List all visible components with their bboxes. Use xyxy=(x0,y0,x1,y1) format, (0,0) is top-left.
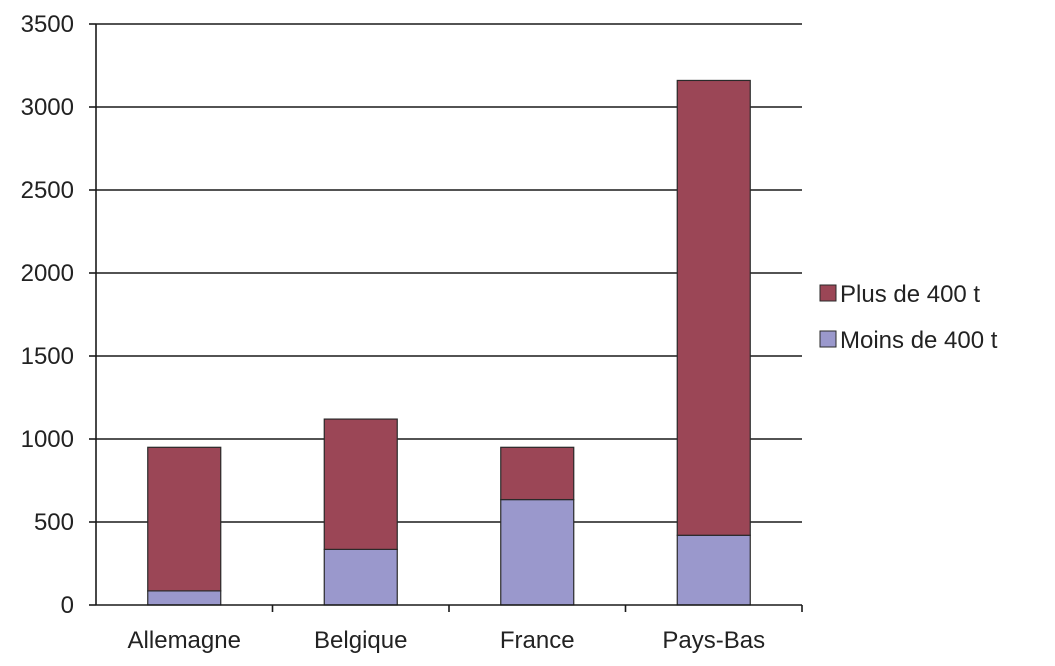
bar-segment-plus-de-400t-belgique xyxy=(323,418,398,550)
bar-segment-plus-de-400t-france xyxy=(500,446,575,501)
bars xyxy=(147,79,751,606)
bar-segment-moins-de-400t-belgique xyxy=(323,548,398,606)
bar-segment-plus-de-400t-allemagne xyxy=(147,446,222,592)
legend-label: Plus de 400 t xyxy=(840,281,980,308)
y-tick-label: 2500 xyxy=(21,177,74,204)
y-tick-label: 1000 xyxy=(21,426,74,453)
y-tick-label: 3000 xyxy=(21,94,74,121)
y-tick-labels: 0 500 1000 1500 2000 2500 3000 3500 xyxy=(21,11,74,619)
y-tick-label: 500 xyxy=(34,509,74,536)
bar-segment-plus-de-400t-pays-bas xyxy=(676,79,751,536)
y-tick-label: 1500 xyxy=(21,343,74,370)
legend-swatch xyxy=(819,330,837,348)
x-tick-label: Allemagne xyxy=(128,627,241,654)
x-tick-label: France xyxy=(500,627,575,654)
gridlines xyxy=(96,23,802,523)
y-tick-label: 0 xyxy=(61,592,74,619)
y-tick-label: 2000 xyxy=(21,260,74,287)
legend-swatch xyxy=(819,284,837,302)
legend-label: Moins de 400 t xyxy=(840,327,998,354)
legend: Plus de 400 t Moins de 400 t xyxy=(819,281,998,354)
x-tick-labels: Allemagne Belgique France Pays-Bas xyxy=(128,627,766,654)
bar-segment-moins-de-400t-allemagne xyxy=(147,590,222,606)
x-tick-label: Pays-Bas xyxy=(662,627,765,654)
bar-segment-moins-de-400t-france xyxy=(500,498,575,606)
axes xyxy=(89,23,803,612)
bar-segment-moins-de-400t-pays-bas xyxy=(676,534,751,606)
y-tick-label: 3500 xyxy=(21,11,74,38)
x-tick-label: Belgique xyxy=(314,627,407,654)
